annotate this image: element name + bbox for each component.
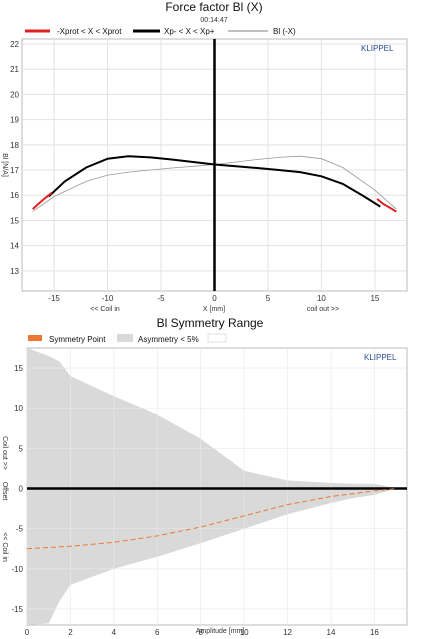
legend-swatch-asymmetry <box>117 334 133 342</box>
x-tick-label: 12 <box>283 628 292 637</box>
legend-swatch-empty <box>207 333 227 343</box>
x-tick-label: 4 <box>112 628 117 637</box>
chart1-y-ticks: 13 14 15 16 17 18 19 20 21 22 <box>10 40 19 276</box>
x-tick-label: 16 <box>370 628 379 637</box>
chart2-xlabel: Amplitude [mm] <box>196 628 245 635</box>
legend-label-bl-neg: Bl (-X) <box>273 27 296 36</box>
x-tick-label: 8 <box>198 628 203 637</box>
y-tick-label: 13 <box>10 267 19 276</box>
chart1-series <box>32 39 397 291</box>
chart1-subtitle: 00:14:47 <box>200 17 227 24</box>
legend-swatch-symmetry <box>28 335 42 341</box>
chart1-legend: -Xprot < X < Xprot Xp- < X < Xp+ Bl (-X) <box>25 27 296 36</box>
legend-label-xprot: -Xprot < X < Xprot <box>57 27 122 36</box>
y-tick-label: -5 <box>16 525 24 534</box>
x-tick-label: 6 <box>155 628 160 637</box>
y-tick-label: 19 <box>10 116 19 125</box>
y-tick-label: 15 <box>10 216 19 225</box>
symmetry-point-line <box>26 488 397 550</box>
chart1-title: Force factor Bl (X) <box>165 0 262 14</box>
x-tick-label: 10 <box>317 294 326 303</box>
x-tick-label: -10 <box>102 294 114 303</box>
legend-label-symmetry: Symmetry Point <box>49 335 106 344</box>
chart2-title: Bl Symmetry Range <box>157 316 264 330</box>
series-xprot-right <box>376 198 397 213</box>
y-tick-label: 5 <box>19 444 24 453</box>
x-tick-label: -15 <box>48 294 60 303</box>
y-tick-label: -15 <box>11 605 23 614</box>
chart1-xlabel: X [mm] <box>203 306 225 313</box>
y-tick-label: 21 <box>10 65 19 74</box>
y-tick-label: 20 <box>10 90 19 99</box>
y-tick-label: 10 <box>14 404 23 413</box>
force-factor-chart: Force factor Bl (X) 00:14:47 -Xprot < X … <box>1 0 408 313</box>
x-tick-label: 2 <box>68 628 73 637</box>
x-tick-label: 15 <box>370 294 379 303</box>
y-tick-label: 14 <box>10 242 19 251</box>
chart2-x-ticks: 0 2 4 6 8 10 12 14 16 <box>25 628 380 637</box>
symmetry-range-chart: Bl Symmetry Range Symmetry Point Asymmet… <box>1 316 408 637</box>
y-tick-label: 22 <box>10 40 19 49</box>
legend-label-asymmetry: Asymmetry < 5% <box>138 335 199 344</box>
y-tick-label: -10 <box>11 565 23 574</box>
chart2-asymmetry-band <box>27 348 397 625</box>
y-tick-label: 16 <box>10 191 19 200</box>
legend-label-xp: Xp- < X < Xp+ <box>164 27 215 36</box>
chart2-series <box>26 487 407 550</box>
chart1-x-ticks: -15 -10 -5 0 5 10 15 <box>48 294 380 303</box>
chart1-coil-out-label: coil out >> <box>307 306 339 313</box>
series-xprot-left <box>32 191 53 210</box>
y-tick-label: 17 <box>10 166 19 175</box>
x-tick-label: 10 <box>240 628 249 637</box>
chart2-ylabel-offset: Offset <box>1 482 8 501</box>
chart2-y-ticks: -15 -10 -5 0 5 10 15 <box>11 364 23 614</box>
chart2-ylabel-coil-out: Coil out >> <box>1 436 8 470</box>
chart1-brand: KLIPPEL <box>361 44 394 53</box>
y-tick-label: 18 <box>10 141 19 150</box>
y-tick-label: 0 <box>19 485 24 494</box>
x-tick-label: 14 <box>327 628 336 637</box>
chart1-ylabel: Bl [N/A] <box>1 153 8 177</box>
x-tick-label: 5 <box>266 294 271 303</box>
x-tick-label: 0 <box>25 628 30 637</box>
asymmetry-area <box>27 348 397 625</box>
chart2-legend: Symmetry Point Asymmetry < 5% <box>28 333 227 344</box>
chart1-coil-in-label: << Coil in <box>90 306 120 313</box>
chart2-brand: KLIPPEL <box>364 353 397 362</box>
x-tick-label: -5 <box>157 294 165 303</box>
chart2-ylabel-coil-in: << Coil in <box>1 532 8 562</box>
x-tick-label: 0 <box>212 294 217 303</box>
y-tick-label: 15 <box>14 364 23 373</box>
